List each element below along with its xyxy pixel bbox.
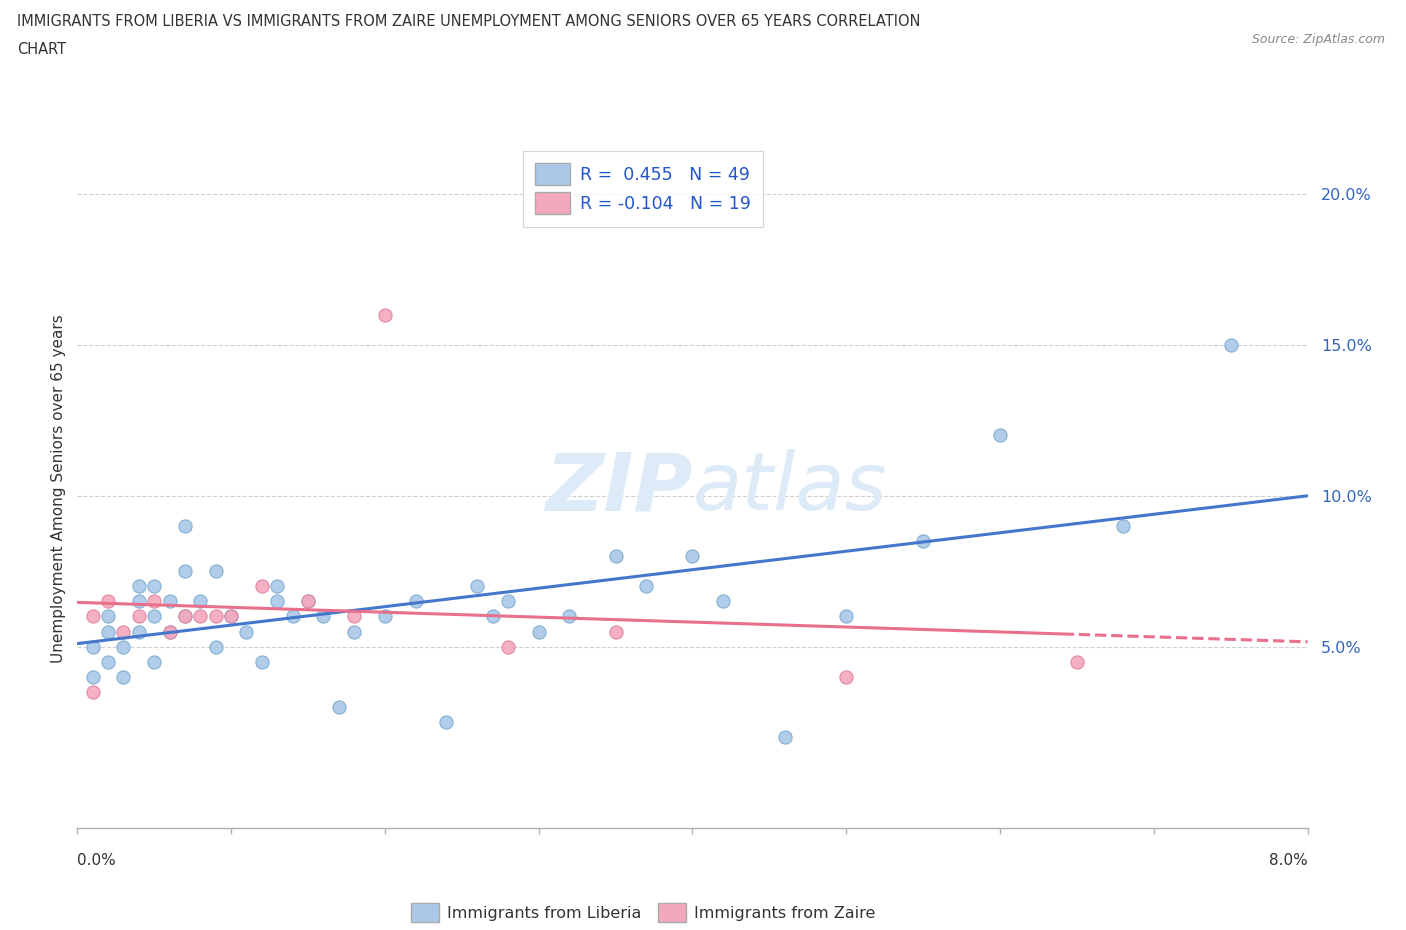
Point (773, 730, 796, 745)
Point (82, 609, 104, 624)
Point (374, 307, 396, 322)
Point (219, 609, 242, 624)
Point (97, 609, 120, 624)
Point (558, 609, 581, 624)
Point (97, 624, 120, 639)
Point (481, 609, 503, 624)
Point (496, 594, 519, 609)
Legend: Immigrants from Liberia, Immigrants from Zaire: Immigrants from Liberia, Immigrants from… (405, 897, 882, 928)
Point (174, 609, 197, 624)
Text: IMMIGRANTS FROM LIBERIA VS IMMIGRANTS FROM ZAIRE UNEMPLOYMENT AMONG SENIORS OVER: IMMIGRANTS FROM LIBERIA VS IMMIGRANTS FR… (17, 14, 921, 29)
Point (835, 670, 858, 684)
Point (112, 670, 135, 684)
Point (204, 564, 226, 578)
Text: 0.0%: 0.0% (77, 853, 117, 868)
Text: Source: ZipAtlas.com: Source: ZipAtlas.com (1251, 33, 1385, 46)
Point (159, 624, 181, 639)
Point (97, 655, 120, 670)
Point (174, 564, 197, 578)
Point (128, 578, 150, 593)
Text: ZIP: ZIP (546, 449, 693, 527)
Point (112, 639, 135, 654)
Point (128, 624, 150, 639)
Point (266, 578, 288, 593)
Point (97, 594, 120, 609)
Point (835, 609, 858, 624)
Point (204, 639, 226, 654)
Point (174, 519, 197, 534)
Point (143, 578, 166, 593)
Point (174, 609, 197, 624)
Point (682, 549, 704, 564)
Point (250, 655, 273, 670)
Point (266, 594, 288, 609)
Y-axis label: Unemployment Among Seniors over 65 years: Unemployment Among Seniors over 65 years (51, 314, 66, 662)
Point (143, 655, 166, 670)
Point (605, 549, 627, 564)
Point (281, 609, 304, 624)
Point (465, 578, 488, 593)
Point (1066, 655, 1088, 670)
Point (82, 639, 104, 654)
Point (988, 428, 1011, 443)
Point (312, 609, 335, 624)
Point (343, 609, 366, 624)
Point (328, 699, 350, 714)
Point (405, 594, 427, 609)
Point (128, 594, 150, 609)
Point (143, 594, 166, 609)
Text: atlas: atlas (693, 449, 887, 527)
Text: 8.0%: 8.0% (1268, 853, 1308, 868)
Point (1112, 519, 1135, 534)
Point (496, 639, 519, 654)
Point (912, 534, 935, 549)
Point (159, 594, 181, 609)
Text: CHART: CHART (17, 42, 66, 57)
Point (204, 609, 226, 624)
Point (235, 624, 257, 639)
Point (82, 684, 104, 699)
Point (112, 624, 135, 639)
Point (605, 624, 627, 639)
Point (82, 670, 104, 684)
Point (436, 714, 458, 729)
Point (128, 609, 150, 624)
Point (527, 624, 550, 639)
Point (711, 594, 734, 609)
Point (374, 609, 396, 624)
Point (188, 594, 212, 609)
Point (143, 609, 166, 624)
Point (297, 594, 319, 609)
Point (159, 624, 181, 639)
Point (219, 609, 242, 624)
Point (636, 578, 658, 593)
Point (1219, 338, 1241, 352)
Point (343, 624, 366, 639)
Point (250, 578, 273, 593)
Point (297, 594, 319, 609)
Point (188, 609, 212, 624)
